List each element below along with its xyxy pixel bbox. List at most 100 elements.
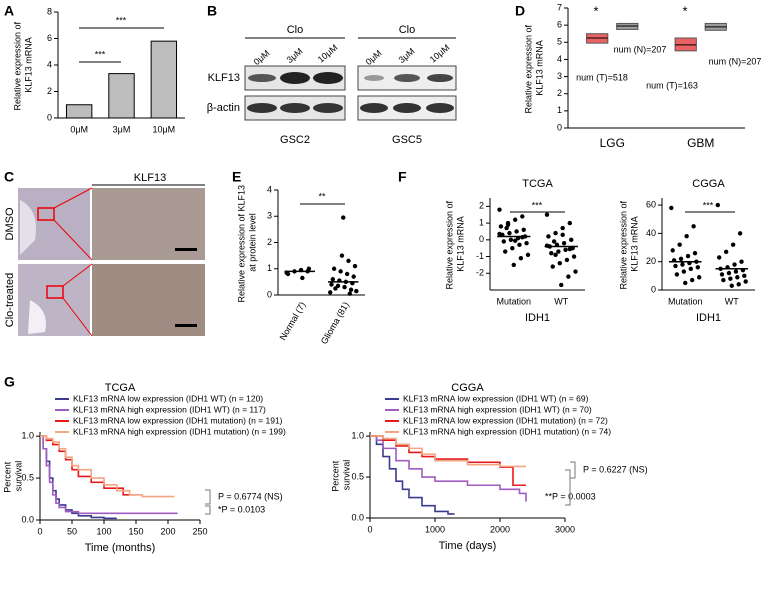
data-point bbox=[521, 227, 526, 232]
y-tick-label: 1 bbox=[267, 263, 272, 273]
legend-label: KLF13 mRNA high expression (IDH1 WT) (n … bbox=[73, 404, 266, 414]
lane-label: 10μM bbox=[316, 42, 340, 64]
data-point bbox=[564, 257, 570, 263]
data-point bbox=[715, 202, 720, 208]
x-tick-label: 50 bbox=[67, 526, 77, 536]
data-point bbox=[549, 251, 554, 256]
y-tick-label: 60 bbox=[646, 199, 656, 209]
data-point bbox=[520, 214, 525, 219]
y-tick-label: 1.0 bbox=[21, 431, 34, 441]
data-point bbox=[716, 255, 722, 260]
panel-letter: D bbox=[515, 3, 525, 19]
lane-label: 3μM bbox=[285, 46, 305, 65]
y-axis-label: Percent survival bbox=[331, 458, 352, 492]
y-axis-label: Relative expression of KLF13 mRNA bbox=[619, 198, 640, 289]
bar bbox=[65, 104, 93, 119]
data-point bbox=[511, 262, 516, 268]
data-point bbox=[328, 290, 333, 295]
data-point bbox=[678, 256, 684, 262]
x-axis-label: IDH1 bbox=[525, 312, 550, 324]
data-point bbox=[351, 274, 356, 279]
data-point bbox=[507, 230, 512, 236]
row-label: KLF13 bbox=[208, 72, 240, 84]
y-axis-label: Relative expression of KLF13 mRNA bbox=[13, 19, 34, 110]
y-tick-label: 0.0 bbox=[351, 512, 364, 522]
data-point bbox=[330, 277, 336, 282]
data-point bbox=[669, 205, 674, 211]
annotation: *** bbox=[95, 49, 106, 59]
survival-curve bbox=[40, 435, 117, 520]
x-tick-label: 0μM bbox=[70, 124, 88, 134]
y-tick-label: 0.5 bbox=[21, 472, 34, 482]
annotation: P = 0.6774 (NS) bbox=[218, 491, 283, 501]
data-point bbox=[553, 230, 558, 236]
data-point bbox=[739, 259, 744, 264]
data-point bbox=[567, 220, 572, 226]
p-bracket bbox=[205, 505, 211, 515]
legend-label: KLF13 mRNA low expression (IDH1 WT) (n =… bbox=[403, 393, 589, 403]
data-point bbox=[737, 231, 743, 236]
data-point bbox=[285, 271, 291, 277]
data-point bbox=[306, 266, 312, 271]
bar bbox=[150, 40, 178, 119]
data-point bbox=[730, 242, 736, 247]
survival-curve bbox=[40, 435, 178, 515]
legend-label: KLF13 mRNA high expression (IDH1 mutatio… bbox=[73, 426, 286, 436]
annotation: num (N)=207 bbox=[709, 56, 762, 66]
bar bbox=[108, 73, 135, 119]
data-point bbox=[333, 286, 338, 291]
x-tick-label: 150 bbox=[128, 526, 143, 536]
panel-letter: E bbox=[232, 169, 241, 185]
y-tick-label: 0.5 bbox=[351, 471, 364, 481]
annotation: *** bbox=[116, 15, 127, 25]
data-point bbox=[512, 238, 518, 243]
data-point bbox=[514, 229, 519, 234]
data-point bbox=[742, 273, 747, 279]
y-tick-label: 0 bbox=[267, 289, 272, 299]
data-point bbox=[681, 269, 687, 274]
annotation: num (N)=207 bbox=[614, 44, 667, 54]
x-tick-label: WT bbox=[554, 296, 568, 306]
data-point bbox=[733, 269, 739, 274]
row-label: Clo-treated bbox=[4, 273, 16, 327]
data-point bbox=[498, 224, 504, 229]
annotation: num (T)=518 bbox=[576, 72, 628, 82]
data-point bbox=[339, 253, 345, 258]
annotation: *P = 0.0103 bbox=[218, 504, 265, 514]
data-point bbox=[688, 266, 694, 271]
data-point bbox=[524, 240, 529, 246]
x-tick-label: 0 bbox=[37, 526, 42, 536]
panel-title: KLF13 bbox=[134, 172, 166, 184]
data-point bbox=[743, 279, 748, 284]
data-point bbox=[338, 269, 343, 274]
data-point bbox=[544, 212, 550, 217]
data-point bbox=[341, 215, 346, 220]
data-point bbox=[732, 262, 737, 267]
y-tick-label: 4 bbox=[557, 54, 562, 64]
lane-label: 0μM bbox=[364, 48, 384, 67]
y-tick-label: 1.0 bbox=[351, 430, 364, 440]
x-tick-label: GBM bbox=[687, 136, 714, 150]
data-point bbox=[354, 288, 359, 294]
data-point bbox=[571, 254, 577, 259]
legend-label: KLF13 mRNA low expression (IDH1 mutation… bbox=[73, 415, 283, 425]
row-label: DMSO bbox=[4, 207, 16, 240]
data-point bbox=[501, 239, 506, 244]
data-point bbox=[497, 231, 502, 237]
data-point bbox=[674, 272, 680, 277]
x-tick-label: 3000 bbox=[555, 524, 575, 534]
data-point bbox=[735, 275, 740, 280]
y-tick-label: -1 bbox=[476, 251, 484, 261]
panel-letter: A bbox=[4, 3, 14, 19]
data-point bbox=[342, 284, 347, 290]
annotation: *** bbox=[703, 200, 714, 210]
annotation: num (T)=163 bbox=[646, 80, 698, 90]
x-tick-label: Glioma (81) bbox=[319, 300, 351, 346]
data-point bbox=[329, 282, 334, 287]
p-bracket bbox=[205, 489, 211, 505]
annotation: P = 0.6227 (NS) bbox=[583, 464, 648, 474]
y-tick-label: 0 bbox=[557, 122, 562, 132]
x-tick-label: 250 bbox=[192, 526, 207, 536]
y-tick-label: 1 bbox=[479, 217, 484, 227]
